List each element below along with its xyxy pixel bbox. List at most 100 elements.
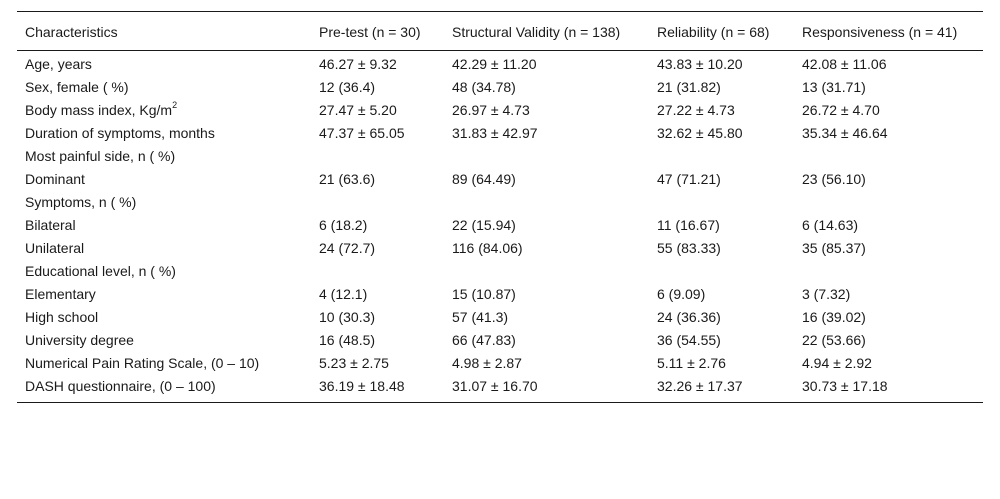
cell-responsiveness: 13 (31.71) xyxy=(802,79,866,95)
cell-pre-test: 4 (12.1) xyxy=(319,286,368,302)
row-label: DASH questionnaire, (0 – 100) xyxy=(25,378,216,394)
cell-pre-test: 10 (30.3) xyxy=(319,309,376,325)
header-characteristics: Characteristics xyxy=(25,24,118,40)
cell-reliability: 43.83 ± 10.20 xyxy=(657,56,743,72)
table-row-duration: Duration of symptoms, months 47.37 ± 65.… xyxy=(17,122,983,145)
cell-structural-validity: 57 (41.3) xyxy=(452,309,509,325)
row-label: Most painful side, n ( %) xyxy=(25,148,176,164)
cell-responsiveness: 3 (7.32) xyxy=(802,286,851,302)
header-row: Characteristics Pre-test (n = 30) Struct… xyxy=(17,11,983,51)
cell-pre-test: 27.47 ± 5.20 xyxy=(319,102,397,118)
cell-responsiveness xyxy=(794,191,983,214)
row-label: High school xyxy=(25,309,99,325)
cell-reliability: 47 (71.21) xyxy=(657,171,721,187)
cell-responsiveness: 35 (85.37) xyxy=(802,240,866,256)
table-row-high-school: High school 10 (30.3) 57 (41.3) 24 (36.3… xyxy=(17,306,983,329)
cell-structural-validity: 66 (47.83) xyxy=(452,332,516,348)
cell-pre-test xyxy=(311,191,444,214)
row-label: Symptoms, n ( %) xyxy=(25,194,137,210)
cell-responsiveness: 42.08 ± 11.06 xyxy=(802,56,887,72)
cell-pre-test: 24 (72.7) xyxy=(319,240,376,256)
cell-responsiveness: 6 (14.63) xyxy=(802,217,859,233)
cell-responsiveness xyxy=(794,145,983,168)
table-row-unilateral: Unilateral 24 (72.7) 116 (84.06) 55 (83.… xyxy=(17,237,983,260)
cell-pre-test: 36.19 ± 18.48 xyxy=(319,378,405,394)
cell-structural-validity: 31.83 ± 42.97 xyxy=(452,125,538,141)
cell-pre-test: 5.23 ± 2.75 xyxy=(319,355,389,371)
cell-responsiveness: 35.34 ± 46.64 xyxy=(802,125,888,141)
cell-structural-validity xyxy=(444,191,649,214)
cell-responsiveness xyxy=(794,260,983,283)
cell-reliability: 24 (36.36) xyxy=(657,309,721,325)
header-structural-validity: Structural Validity (n = 138) xyxy=(452,24,621,40)
row-label: Elementary xyxy=(25,286,96,302)
cell-structural-validity: 42.29 ± 11.20 xyxy=(452,56,537,72)
cell-structural-validity: 116 (84.06) xyxy=(452,240,523,256)
row-label: University degree xyxy=(25,332,134,348)
table-body: Age, years 46.27 ± 9.32 42.29 ± 11.20 43… xyxy=(17,51,983,403)
cell-reliability: 36 (54.55) xyxy=(657,332,721,348)
table-row-sex: Sex, female ( %) 12 (36.4) 48 (34.78) 21… xyxy=(17,76,983,99)
cell-structural-validity: 48 (34.78) xyxy=(452,79,516,95)
row-label: Educational level, n ( %) xyxy=(25,263,176,279)
cell-responsiveness: 23 (56.10) xyxy=(802,171,866,187)
table-row-education: Educational level, n ( %) xyxy=(17,260,983,283)
cell-structural-validity: 89 (64.49) xyxy=(452,171,516,187)
row-label: Bilateral xyxy=(25,217,76,233)
table-row-nprs: Numerical Pain Rating Scale, (0 – 10) 5.… xyxy=(17,352,983,375)
cell-pre-test: 46.27 ± 9.32 xyxy=(319,56,397,72)
header-pre-test: Pre-test (n = 30) xyxy=(319,24,421,40)
cell-structural-validity xyxy=(444,260,649,283)
cell-reliability: 27.22 ± 4.73 xyxy=(657,102,735,118)
cell-reliability: 32.62 ± 45.80 xyxy=(657,125,743,141)
table-row-bmi: Body mass index, Kg/m2 27.47 ± 5.20 26.9… xyxy=(17,99,983,122)
bmi-superscript: 2 xyxy=(172,100,178,111)
row-label: Unilateral xyxy=(25,240,85,256)
table-row-elementary: Elementary 4 (12.1) 15 (10.87) 6 (9.09) … xyxy=(17,283,983,306)
cell-responsiveness: 30.73 ± 17.18 xyxy=(802,378,888,394)
cell-pre-test: 21 (63.6) xyxy=(319,171,376,187)
characteristics-table-container: Characteristics Pre-test (n = 30) Struct… xyxy=(17,11,983,403)
cell-reliability: 11 (16.67) xyxy=(657,217,720,233)
characteristics-table: Characteristics Pre-test (n = 30) Struct… xyxy=(17,11,983,403)
cell-structural-validity: 31.07 ± 16.70 xyxy=(452,378,538,394)
cell-pre-test: 12 (36.4) xyxy=(319,79,376,95)
cell-structural-validity: 22 (15.94) xyxy=(452,217,516,233)
cell-responsiveness: 4.94 ± 2.92 xyxy=(802,355,872,371)
table-row-bilateral: Bilateral 6 (18.2) 22 (15.94) 11 (16.67)… xyxy=(17,214,983,237)
cell-reliability xyxy=(649,145,794,168)
cell-reliability xyxy=(649,260,794,283)
table-row-dash: DASH questionnaire, (0 – 100) 36.19 ± 18… xyxy=(17,375,983,403)
cell-reliability: 5.11 ± 2.76 xyxy=(657,355,726,371)
cell-structural-validity: 26.97 ± 4.73 xyxy=(452,102,530,118)
cell-pre-test xyxy=(311,260,444,283)
cell-reliability: 6 (9.09) xyxy=(657,286,706,302)
table-header: Characteristics Pre-test (n = 30) Struct… xyxy=(17,11,983,51)
cell-structural-validity xyxy=(444,145,649,168)
row-label: Age, years xyxy=(25,56,92,72)
table-row-age: Age, years 46.27 ± 9.32 42.29 ± 11.20 43… xyxy=(17,51,983,77)
cell-reliability: 55 (83.33) xyxy=(657,240,721,256)
row-label: Dominant xyxy=(25,171,85,187)
header-responsiveness: Responsiveness (n = 41) xyxy=(802,24,958,40)
cell-responsiveness: 16 (39.02) xyxy=(802,309,866,325)
row-label-bmi: Body mass index, Kg/m2 xyxy=(17,99,311,122)
table-row-university: University degree 16 (48.5) 66 (47.83) 3… xyxy=(17,329,983,352)
cell-structural-validity: 15 (10.87) xyxy=(452,286,516,302)
table-row-dominant: Dominant 21 (63.6) 89 (64.49) 47 (71.21)… xyxy=(17,168,983,191)
row-label: Numerical Pain Rating Scale, (0 – 10) xyxy=(25,355,260,371)
table-row-painful-side: Most painful side, n ( %) xyxy=(17,145,983,168)
row-label: Sex, female ( %) xyxy=(25,79,129,95)
cell-structural-validity: 4.98 ± 2.87 xyxy=(452,355,522,371)
cell-pre-test: 6 (18.2) xyxy=(319,217,368,233)
cell-reliability: 21 (31.82) xyxy=(657,79,721,95)
cell-responsiveness: 26.72 ± 4.70 xyxy=(802,102,880,118)
row-label: Body mass index, Kg/m xyxy=(25,102,173,118)
table-row-symptoms: Symptoms, n ( %) xyxy=(17,191,983,214)
cell-reliability: 32.26 ± 17.37 xyxy=(657,378,743,394)
cell-reliability xyxy=(649,191,794,214)
row-label: Duration of symptoms, months xyxy=(25,125,215,141)
cell-pre-test xyxy=(311,145,444,168)
cell-pre-test: 47.37 ± 65.05 xyxy=(319,125,405,141)
header-reliability: Reliability (n = 68) xyxy=(657,24,770,40)
